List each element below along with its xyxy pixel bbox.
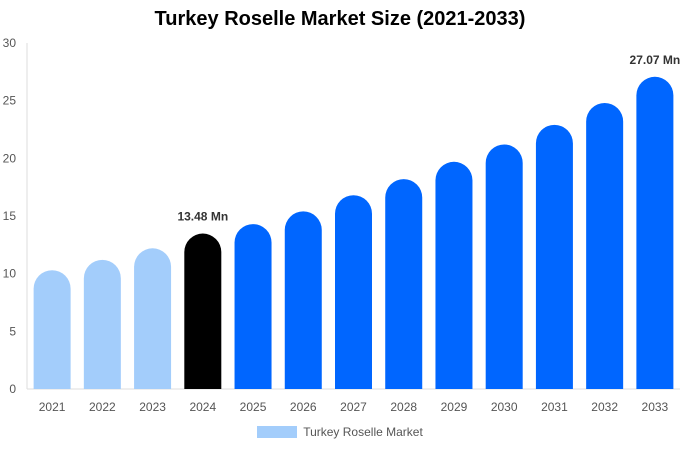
x-tick-label: 2030 [491, 400, 518, 414]
bar-2030 [485, 144, 523, 389]
x-axis-ticks: 2021 2022 2023 2024 2025 2026 2027 2028 2029 2030… [39, 400, 669, 414]
x-tick-label: 2032 [591, 400, 618, 414]
data-label-2033: 27.07 Mn [630, 53, 680, 67]
x-tick-label: 2026 [290, 400, 317, 414]
y-tick-label: 10 [3, 267, 17, 281]
bars [33, 76, 674, 390]
bar-2022 [83, 259, 121, 389]
bar-2028 [385, 179, 423, 389]
bar-2021 [33, 270, 71, 389]
x-tick-label: 2025 [240, 400, 267, 414]
legend: Turkey Roselle Market [0, 425, 680, 439]
x-tick-label: 2022 [89, 400, 116, 414]
data-labels: 13.48 Mn 27.07 Mn [177, 53, 680, 224]
y-tick-label: 15 [3, 209, 17, 223]
y-tick-label: 30 [3, 36, 17, 50]
bar-2026 [284, 211, 322, 389]
x-tick-label: 2021 [39, 400, 66, 414]
y-axis-ticks: 0 5 10 15 20 25 30 [3, 36, 17, 396]
y-tick-label: 5 [9, 324, 16, 338]
legend-swatch [257, 426, 298, 438]
x-tick-label: 2024 [189, 400, 216, 414]
bar-2029 [435, 161, 473, 389]
y-tick-label: 25 [3, 94, 17, 108]
x-tick-label: 2029 [441, 400, 468, 414]
x-tick-label: 2023 [139, 400, 166, 414]
y-tick-label: 0 [9, 382, 16, 396]
chart-title: Turkey Roselle Market Size (2021-2033) [154, 8, 526, 30]
bar-2023 [134, 248, 172, 389]
legend-label: Turkey Roselle Market [303, 425, 423, 439]
y-tick-label: 20 [3, 151, 17, 165]
x-tick-label: 2027 [340, 400, 367, 414]
bar-2025 [234, 224, 272, 389]
bar-2033 [636, 76, 674, 389]
bar-2024 [184, 233, 222, 389]
bar-2032 [586, 102, 624, 390]
x-tick-label: 2033 [642, 400, 669, 414]
bar-2027 [335, 195, 372, 389]
x-tick-label: 2031 [541, 400, 568, 414]
bar-2031 [535, 124, 573, 389]
x-tick-label: 2028 [390, 400, 417, 414]
data-label-2024: 13.48 Mn [177, 210, 228, 224]
